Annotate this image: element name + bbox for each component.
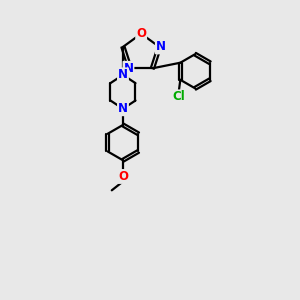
Text: O: O (118, 170, 128, 183)
Text: N: N (118, 102, 128, 115)
Text: N: N (118, 68, 128, 81)
Text: O: O (136, 27, 146, 40)
Text: N: N (156, 40, 166, 53)
Text: N: N (123, 62, 134, 75)
Text: Cl: Cl (172, 90, 185, 104)
